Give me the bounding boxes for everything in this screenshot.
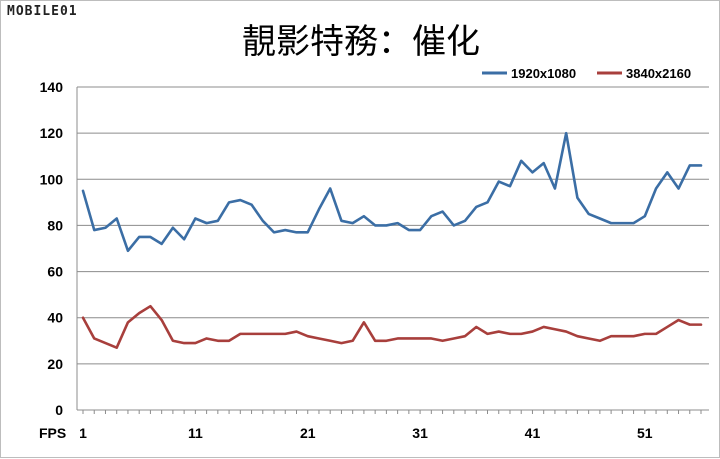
legend-label-2: 3840x2160 <box>626 66 691 81</box>
y-tick-label: 140 <box>40 79 64 95</box>
watermark-logo: MOBILE01 <box>7 4 78 19</box>
series-line-1 <box>81 131 703 253</box>
x-axis-label: FPS <box>39 425 66 441</box>
y-tick-label: 0 <box>55 402 63 418</box>
y-tick-label: 20 <box>47 356 63 372</box>
grid <box>77 86 709 365</box>
y-tick-label: 40 <box>47 310 63 326</box>
legend-label-1: 1920x1080 <box>511 66 576 81</box>
chart-title: 靚影特務：催化 <box>242 22 480 62</box>
x-tick-label: 41 <box>525 425 541 441</box>
y-tick-label: 100 <box>40 171 64 187</box>
series-line-2 <box>81 304 703 350</box>
series-group <box>81 131 703 350</box>
y-tick-label: 80 <box>47 217 63 233</box>
x-tick-label: 21 <box>300 425 316 441</box>
x-tick-label: 31 <box>412 425 428 441</box>
legend: 1920x1080 3840x2160 <box>482 66 691 81</box>
y-tick-label: 60 <box>47 264 63 280</box>
x-tick-label: 11 <box>188 425 203 441</box>
y-tick-label: 120 <box>40 125 64 141</box>
x-tick-label: 1 <box>79 425 87 441</box>
x-tick-label: 51 <box>637 425 653 441</box>
